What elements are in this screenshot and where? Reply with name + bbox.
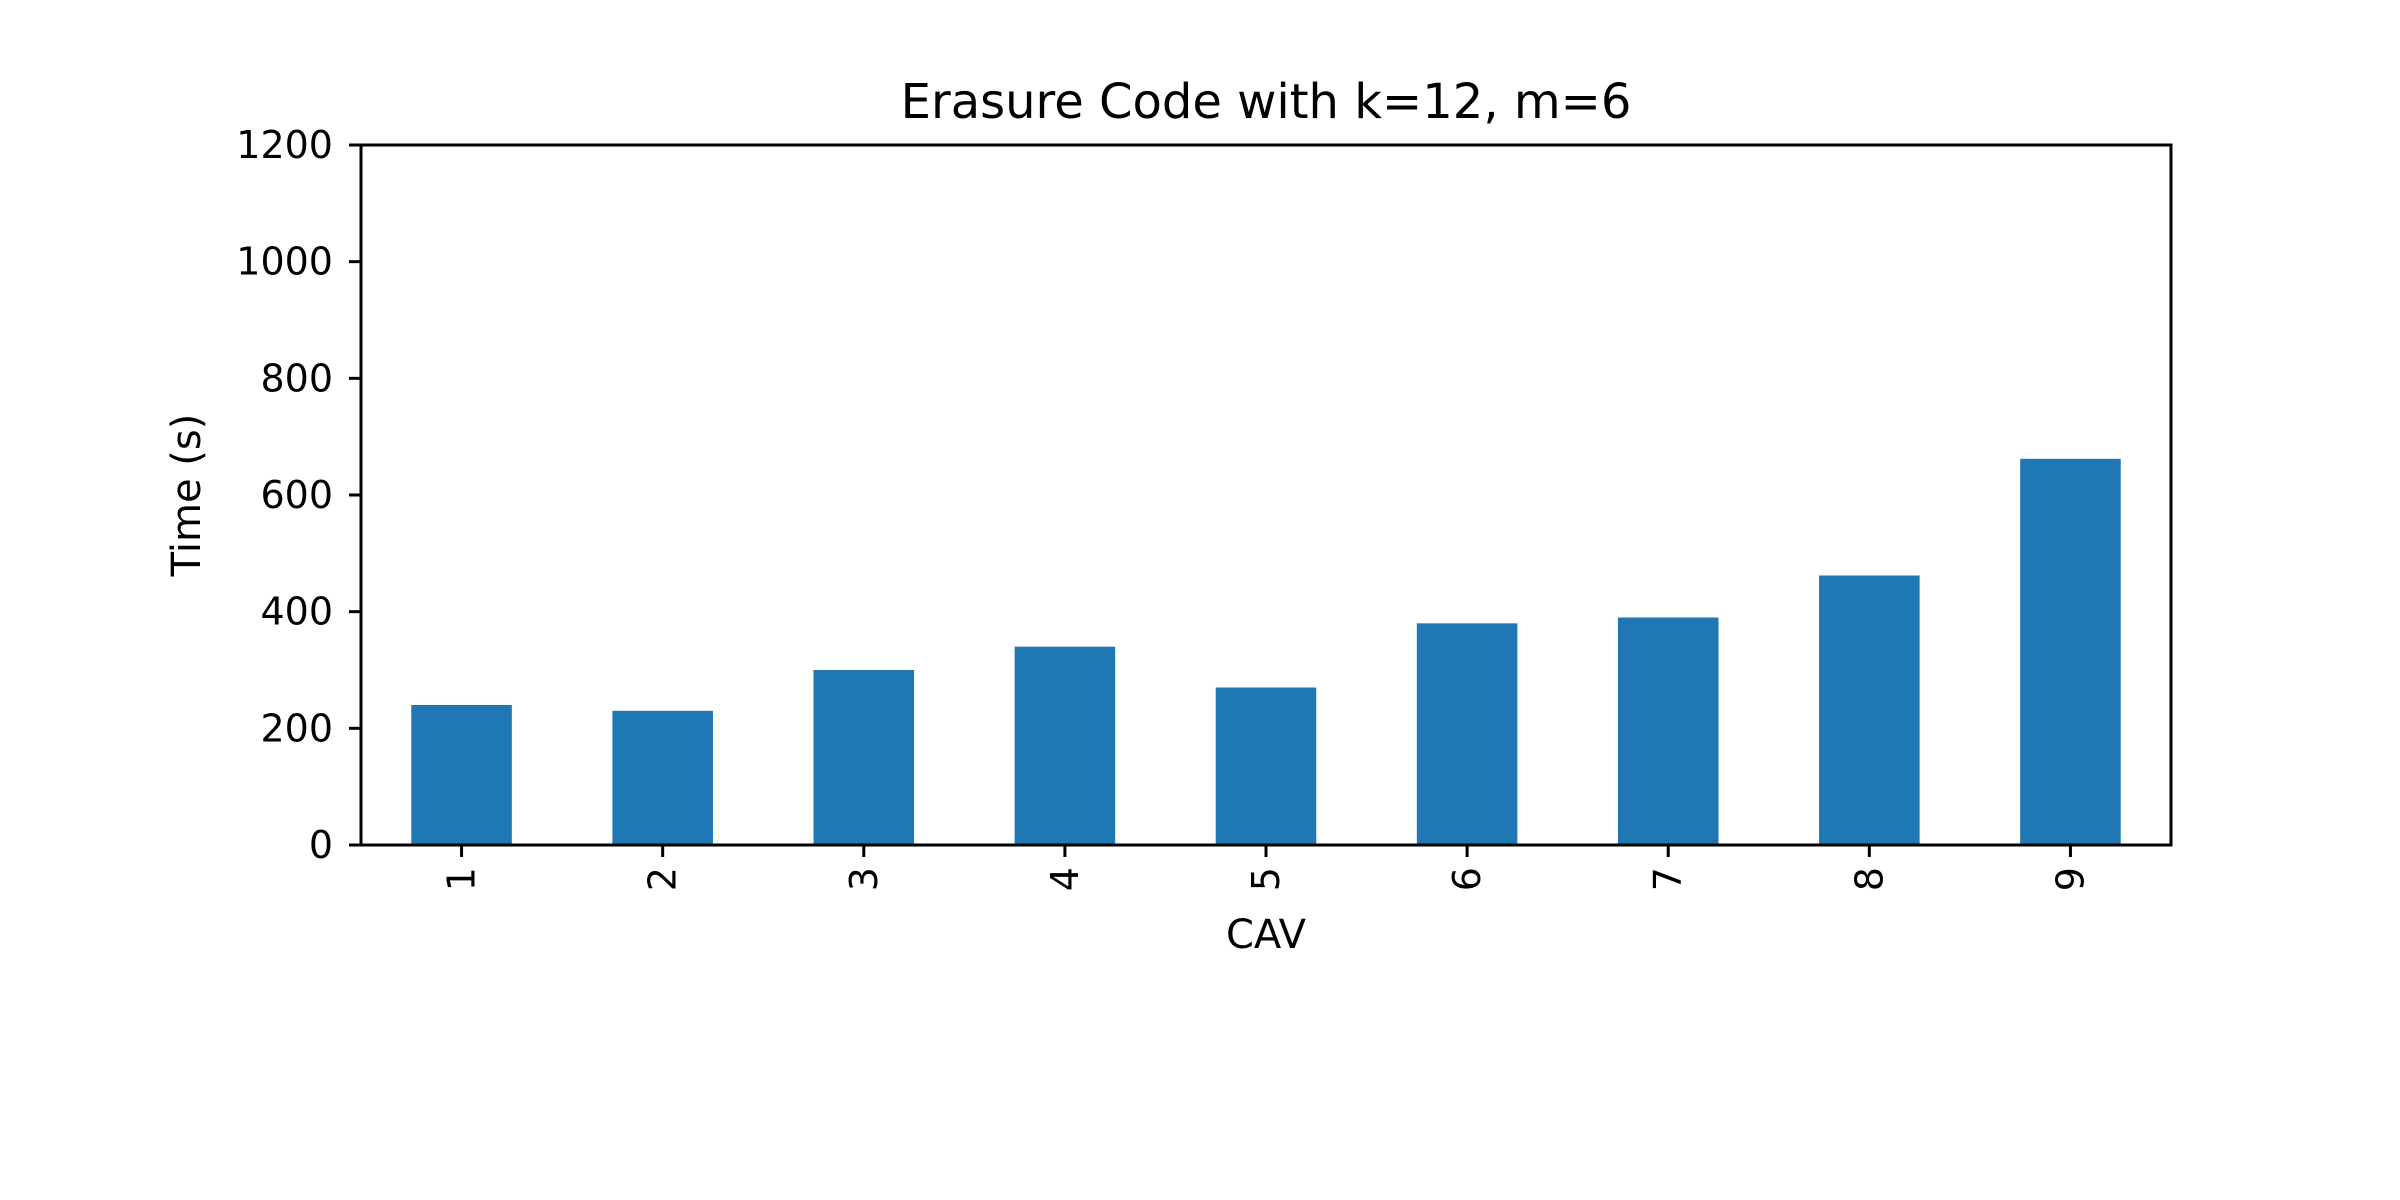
y-axis-ticks: 0 200 400 600 800 1000 1200 [236,123,361,867]
bar-8 [1819,575,1920,845]
x-axis-ticks: 1 2 3 4 5 6 7 8 9 [440,845,2092,891]
bar-4 [1014,646,1116,845]
bar-3 [813,670,915,845]
x-tick-label: 4 [1043,867,1087,891]
x-tick-label: 9 [2048,867,2092,891]
y-tick-label: 1000 [236,240,333,284]
bar-7 [1617,617,1719,845]
bar-6 [1416,623,1518,845]
x-tick-label: 8 [1847,867,1891,891]
x-tick-label: 3 [842,867,886,891]
y-tick-label: 1200 [236,123,333,167]
x-tick-label: 6 [1445,867,1489,891]
x-tick-label: 5 [1244,867,1288,891]
x-tick-label: 7 [1646,867,1690,891]
y-tick-label: 800 [260,356,333,400]
bar-9 [2020,458,2121,845]
bar-1 [411,705,512,845]
chart-title: Erasure Code with k=12, m=6 [901,74,1632,130]
bars-group [411,458,2121,845]
bar-2 [612,710,713,845]
x-axis-label: CAV [1226,912,1307,958]
y-axis-label: Time (s) [164,414,210,578]
y-tick-label: 600 [260,473,333,517]
x-tick-label: 2 [641,867,685,891]
x-tick-label: 1 [440,867,484,891]
y-tick-label: 400 [260,590,333,634]
y-tick-label: 0 [309,823,333,867]
bar-5 [1215,687,1317,845]
plot-frame [359,143,2173,847]
y-tick-label: 200 [260,706,333,750]
